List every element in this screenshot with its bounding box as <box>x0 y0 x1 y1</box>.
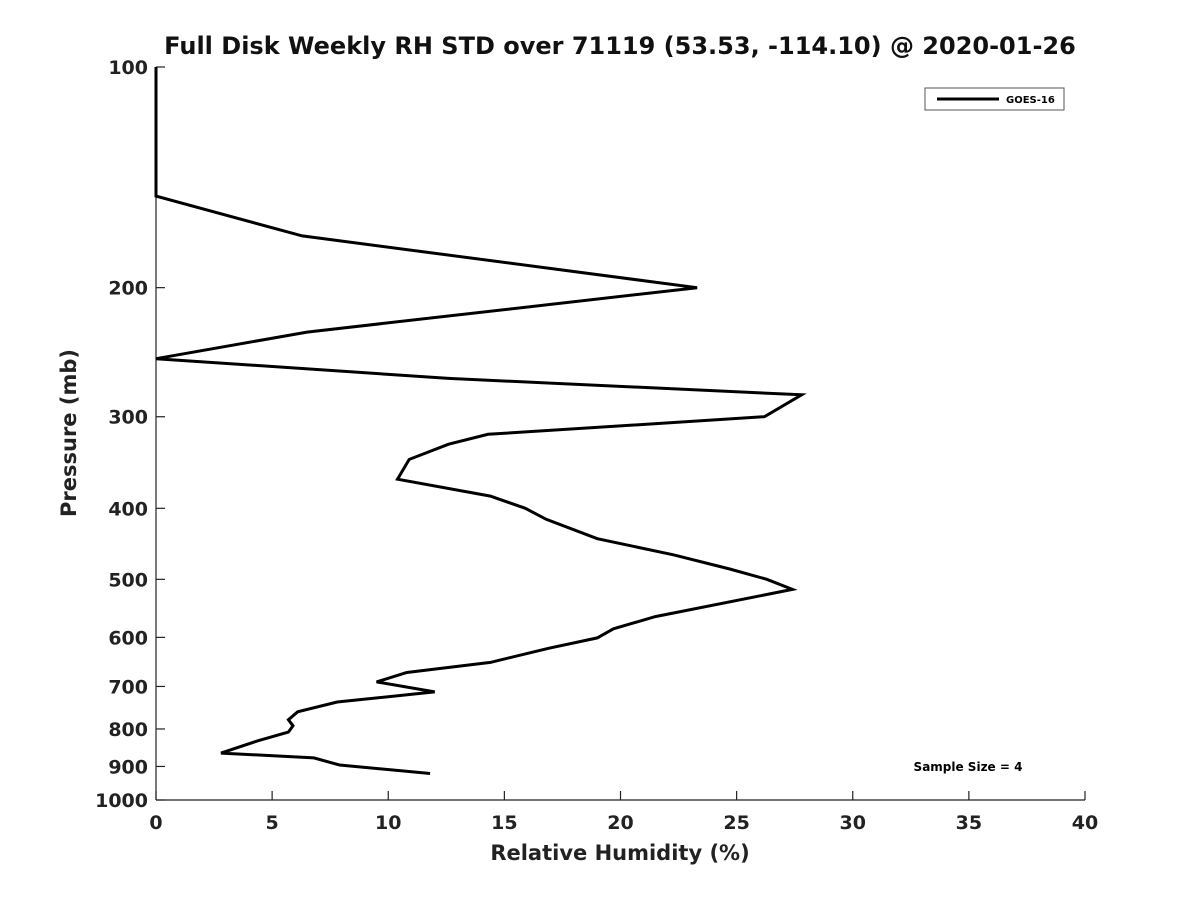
x-tick-label: 5 <box>266 812 279 834</box>
legend: GOES-16 <box>924 87 1065 111</box>
x-tick-label: 0 <box>149 812 162 834</box>
y-tick-label: 800 <box>108 719 148 741</box>
x-tick-label: 25 <box>723 812 749 834</box>
x-tick-label: 30 <box>840 812 866 834</box>
x-axis-ticks: 0 5 10 15 20 25 30 35 40 <box>149 791 1098 834</box>
y-tick-label: 200 <box>108 278 148 300</box>
series-layer <box>154 67 807 775</box>
sample-size-annotation: Sample Size = 4 <box>914 760 1023 774</box>
x-tick-label: 40 <box>1072 812 1098 834</box>
x-tick-label: 15 <box>491 812 517 834</box>
y-tick-label: 1000 <box>95 790 148 812</box>
plot-axes <box>155 67 1085 801</box>
y-tick-label: 700 <box>108 676 148 698</box>
y-axis-label: Pressure (mb) <box>57 349 81 517</box>
y-tick-label: 500 <box>108 569 148 591</box>
x-tick-label: 10 <box>375 812 401 834</box>
y-tick-label: 600 <box>108 627 148 649</box>
y-tick-label: 100 <box>108 57 148 79</box>
y-tick-label: 900 <box>108 756 148 778</box>
x-tick-label: 20 <box>607 812 633 834</box>
y-axis-ticks: 100 200 300 400 500 600 700 800 900 1000 <box>95 57 165 812</box>
y-tick-label: 300 <box>108 407 148 429</box>
x-axis-label: Relative Humidity (%) <box>490 841 749 865</box>
chart-title: Full Disk Weekly RH STD over 71119 (53.5… <box>164 32 1076 60</box>
series-line-goes-16 <box>154 67 807 775</box>
legend-label-goes-16: GOES-16 <box>1006 95 1055 106</box>
y-tick-label: 400 <box>108 498 148 520</box>
x-tick-label: 35 <box>956 812 982 834</box>
